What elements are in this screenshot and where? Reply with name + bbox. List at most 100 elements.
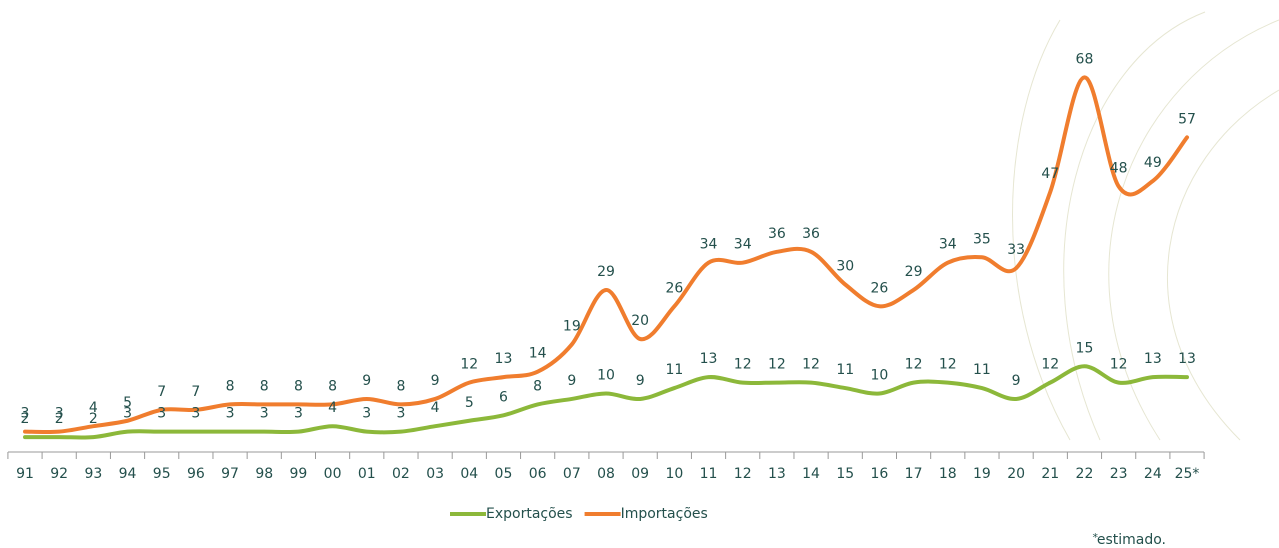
x-tick-label: 16: [870, 466, 888, 482]
x-tick-label: 09: [631, 466, 649, 482]
data-label: 30: [836, 259, 854, 275]
note: estimado.: [1097, 532, 1166, 548]
x-tick-label: 02: [392, 466, 410, 482]
data-label: 7: [157, 384, 166, 400]
x-tick-label: 17: [905, 466, 923, 482]
data-label: 12: [905, 357, 923, 373]
x-tick-label: 98: [255, 466, 273, 482]
data-label: 3: [362, 406, 371, 422]
x-tick-label: 93: [84, 466, 102, 482]
data-label: 7: [191, 384, 200, 400]
data-label: 14: [529, 346, 547, 362]
data-label: 49: [1144, 155, 1162, 171]
data-label: 12: [1041, 357, 1059, 373]
note-marker: *: [1093, 531, 1099, 544]
data-label: 8: [396, 378, 405, 394]
data-label: 13: [1178, 351, 1196, 367]
data-label: 3: [191, 406, 200, 422]
data-label: 3: [260, 406, 269, 422]
data-label: 12: [802, 357, 820, 373]
x-tick-label: 92: [50, 466, 68, 482]
data-label: 12: [768, 357, 786, 373]
data-label: 13: [1144, 351, 1162, 367]
data-label: 57: [1178, 111, 1196, 127]
x-tick-label: 94: [119, 466, 137, 482]
data-label: 34: [939, 237, 957, 253]
data-label: 8: [533, 378, 542, 394]
data-label: 20: [631, 313, 649, 329]
arc: [1063, 11, 1206, 441]
line: [23, 364, 1189, 440]
arc: [1108, 19, 1279, 441]
x-tick-label: 01: [358, 466, 376, 482]
data-label: 3: [157, 406, 166, 422]
legend-label: Exportações: [486, 506, 573, 522]
data-label: 48: [1110, 160, 1128, 176]
x-tick-label: 07: [563, 466, 581, 482]
data-label: 15: [1076, 340, 1094, 356]
data-label: 2: [55, 411, 64, 427]
data-label: 3: [226, 406, 235, 422]
x-tick-label: 14: [802, 466, 820, 482]
data-label: 12: [734, 357, 752, 373]
data-label: 13: [700, 351, 718, 367]
data-label: 12: [460, 357, 478, 373]
x-tick-label: 18: [939, 466, 957, 482]
decoration: [1012, 11, 1279, 441]
data-label: 29: [597, 264, 615, 280]
data-label: 10: [870, 368, 888, 384]
arc: [1012, 19, 1071, 441]
x-tick-label: 11: [700, 466, 718, 482]
data-label: 26: [870, 280, 888, 296]
x-tick-label: 25*: [1175, 466, 1200, 482]
data-label: 47: [1041, 166, 1059, 182]
x-tick-label: 21: [1041, 466, 1059, 482]
data-label: 4: [89, 400, 98, 416]
data-label: 68: [1076, 51, 1094, 67]
data-label: 4: [328, 400, 337, 416]
legend-label: Importações: [621, 506, 708, 522]
data-label: 8: [328, 378, 337, 394]
x-tick-label: 99: [289, 466, 307, 482]
data-label: 35: [973, 231, 991, 247]
arc: [1167, 89, 1279, 441]
data-label: 13: [495, 351, 513, 367]
x-tick-label: 22: [1076, 466, 1094, 482]
x-tick-label: 12: [734, 466, 752, 482]
data-label: 29: [905, 264, 923, 280]
x-tick-label: 08: [597, 466, 615, 482]
x-tick-label: 03: [426, 466, 444, 482]
data-label: 8: [260, 378, 269, 394]
x-tick-label: 24: [1144, 466, 1162, 482]
line: [23, 75, 1189, 435]
data-label: 8: [294, 378, 303, 394]
data-label: 3: [123, 406, 132, 422]
x-tick-label: 15: [836, 466, 854, 482]
data-label: 34: [734, 237, 752, 253]
data-label: 33: [1007, 242, 1025, 258]
x-tick-label: 97: [221, 466, 239, 482]
data-label: 19: [563, 318, 581, 334]
data-label: 2: [21, 411, 30, 427]
data-label: 26: [665, 280, 683, 296]
data-label: 9: [567, 373, 576, 389]
data-label: 11: [836, 362, 854, 378]
data-label: 6: [499, 389, 508, 405]
data-label: 5: [465, 395, 474, 411]
x-tick-label: 96: [187, 466, 205, 482]
data-label: 9: [431, 373, 440, 389]
data-label: 12: [939, 357, 957, 373]
x-tick-label: 04: [460, 466, 478, 482]
data-label: 2: [89, 411, 98, 427]
data-label: 5: [123, 395, 132, 411]
x-tick-label: 23: [1110, 466, 1128, 482]
data-label: 3: [294, 406, 303, 422]
data-label: 34: [700, 237, 718, 253]
data-label: 3: [21, 406, 30, 422]
data-label: 3: [55, 406, 64, 422]
data-label: 8: [226, 378, 235, 394]
data-label: 36: [802, 226, 820, 242]
x-tick-label: 19: [973, 466, 991, 482]
data-label: 9: [362, 373, 371, 389]
